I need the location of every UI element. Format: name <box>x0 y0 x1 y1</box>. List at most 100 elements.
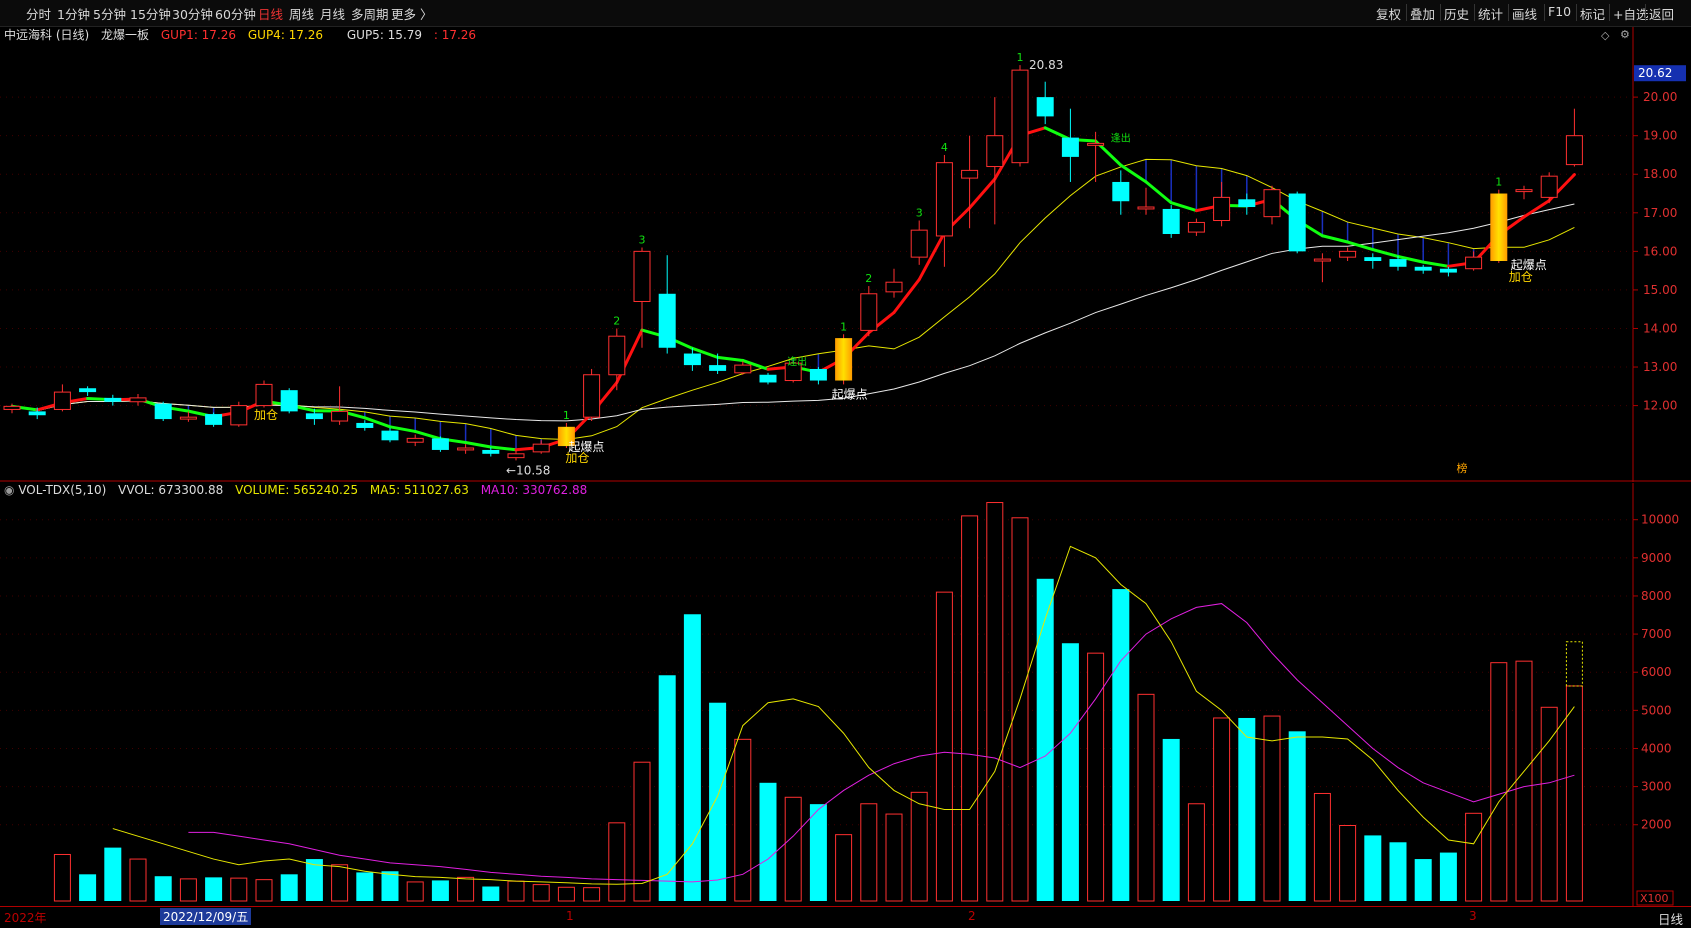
volume-bar-up[interactable] <box>911 792 927 901</box>
volume-bar-down[interactable] <box>684 614 701 901</box>
volume-bar-down[interactable] <box>1062 643 1079 901</box>
candle-down[interactable] <box>810 369 827 381</box>
candle-up[interactable] <box>987 136 1003 167</box>
candle-up[interactable] <box>1541 176 1557 197</box>
candle-down[interactable] <box>1440 269 1457 273</box>
volume-bar-down[interactable] <box>79 874 96 901</box>
volume-bar-up[interactable] <box>1516 661 1532 901</box>
candle-up[interactable] <box>458 448 474 450</box>
period-tab-1[interactable]: 1分钟 <box>57 4 90 23</box>
volume-bar-down[interactable] <box>760 783 777 901</box>
candle-down[interactable] <box>1037 97 1054 116</box>
candle-up[interactable] <box>180 417 196 419</box>
period-label[interactable]: 日线 <box>1658 909 1683 928</box>
breakout-candle[interactable] <box>1490 194 1507 261</box>
volume-bar-down[interactable] <box>432 880 449 901</box>
volume-bar-down[interactable] <box>281 874 298 901</box>
volume-bar-down[interactable] <box>1390 842 1407 901</box>
candle-up[interactable] <box>332 411 348 421</box>
candle-up[interactable] <box>1264 190 1280 217</box>
candle-up[interactable] <box>1566 136 1582 165</box>
candle-up[interactable] <box>1188 222 1204 232</box>
period-tab-6[interactable]: 日线 <box>258 4 283 23</box>
candle-up[interactable] <box>1088 143 1104 145</box>
toolbar-button-5[interactable]: F10 <box>1548 4 1571 19</box>
volume-bar-up[interactable] <box>508 881 524 901</box>
period-tab-3[interactable]: 15分钟 <box>130 4 171 23</box>
candle-down[interactable] <box>1062 138 1079 157</box>
volume-bar-down[interactable] <box>104 848 121 901</box>
candle-up[interactable] <box>1516 190 1532 192</box>
volume-bar-up[interactable] <box>886 814 902 901</box>
candle-down[interactable] <box>1364 257 1381 261</box>
volume-bar-down[interactable] <box>1364 835 1381 901</box>
period-tab-9[interactable]: 多周期 <box>351 4 389 23</box>
volume-bar-up[interactable] <box>584 888 600 901</box>
price-chart[interactable]: 20.0019.0018.0017.0016.0015.0014.0013.00… <box>0 27 1691 482</box>
toolbar-button-1[interactable]: 叠加 <box>1410 4 1435 23</box>
candle-up[interactable] <box>609 336 625 375</box>
volume-bar-up[interactable] <box>533 885 549 901</box>
candle-down[interactable] <box>382 431 399 441</box>
candle-down[interactable] <box>482 450 499 454</box>
breakout-candle[interactable] <box>835 338 852 380</box>
period-tab-8[interactable]: 月线 <box>320 4 345 23</box>
volume-bar-up[interactable] <box>407 882 423 901</box>
candle-up[interactable] <box>1340 251 1356 257</box>
volume-bar-up[interactable] <box>1138 694 1154 901</box>
candle-down[interactable] <box>104 398 121 402</box>
settings-icon[interactable]: ⚙ <box>1620 28 1630 41</box>
candle-down[interactable] <box>659 294 676 348</box>
volume-bar-up[interactable] <box>231 878 247 901</box>
volume-bar-down[interactable] <box>709 703 726 901</box>
candle-down[interactable] <box>205 414 222 425</box>
candle-up[interactable] <box>256 384 272 405</box>
candle-up[interactable] <box>4 406 20 409</box>
candle-down[interactable] <box>1163 209 1180 234</box>
volume-bar-up[interactable] <box>180 879 196 901</box>
candle-down[interactable] <box>1415 267 1432 271</box>
volume-bar-up[interactable] <box>1214 718 1230 901</box>
volume-bar-up[interactable] <box>1566 686 1582 901</box>
candle-up[interactable] <box>1466 257 1482 269</box>
volume-bar-down[interactable] <box>1238 718 1255 901</box>
toolbar-button-2[interactable]: 历史 <box>1444 4 1469 23</box>
candle-up[interactable] <box>584 375 600 417</box>
candle-up[interactable] <box>533 444 549 452</box>
candle-up[interactable] <box>130 398 146 402</box>
candle-up[interactable] <box>886 282 902 292</box>
candle-down[interactable] <box>1390 259 1407 267</box>
volume-bar-up[interactable] <box>1012 518 1028 901</box>
candle-up[interactable] <box>1138 207 1154 209</box>
volume-bar-up[interactable] <box>54 854 70 901</box>
candle-up[interactable] <box>936 163 952 236</box>
candle-up[interactable] <box>54 392 70 409</box>
period-tab-0[interactable]: 分时 <box>26 4 51 23</box>
volume-bar-up[interactable] <box>256 880 272 901</box>
volume-bar-down[interactable] <box>810 804 827 901</box>
period-tab-4[interactable]: 30分钟 <box>172 4 213 23</box>
toolbar-button-7[interactable]: +自选 <box>1613 4 1648 23</box>
period-tab-5[interactable]: 60分钟 <box>215 4 256 23</box>
period-tab-2[interactable]: 5分钟 <box>93 4 126 23</box>
candle-down[interactable] <box>281 390 298 411</box>
volume-bar-down[interactable] <box>205 877 222 901</box>
candle-up[interactable] <box>407 438 423 442</box>
volume-bar-up[interactable] <box>1264 716 1280 901</box>
volume-bar-down[interactable] <box>482 887 499 901</box>
volume-bar-down[interactable] <box>1440 853 1457 901</box>
candle-up[interactable] <box>1314 259 1330 261</box>
candle-up[interactable] <box>861 294 877 331</box>
volume-bar-up[interactable] <box>1314 793 1330 901</box>
volume-bar-up[interactable] <box>1188 804 1204 901</box>
candle-down[interactable] <box>1238 199 1255 207</box>
volume-bar-up[interactable] <box>130 859 146 901</box>
diamond-icon[interactable]: ◇ <box>1601 29 1609 42</box>
period-tab-10[interactable]: 更多 〉 <box>391 4 432 23</box>
candle-down[interactable] <box>1289 194 1306 252</box>
volume-bar-up[interactable] <box>861 804 877 901</box>
volume-bar-up[interactable] <box>558 887 574 901</box>
candle-down[interactable] <box>709 365 726 371</box>
volume-bar-down[interactable] <box>382 871 399 901</box>
volume-bar-down[interactable] <box>1163 739 1180 901</box>
